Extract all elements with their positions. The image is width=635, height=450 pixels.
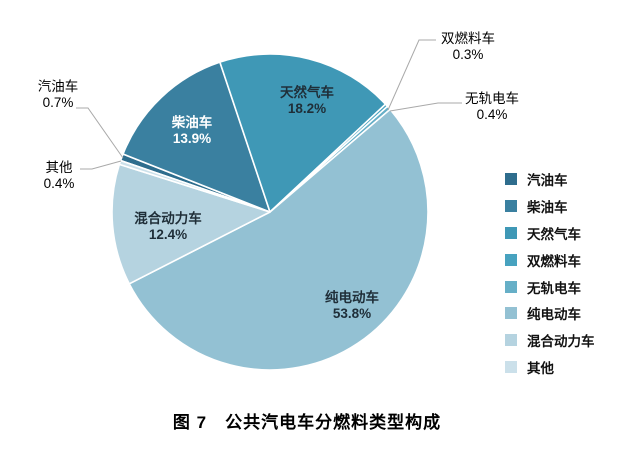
pie-slice-3 — [219, 53, 387, 213]
pie-slice-2 — [122, 61, 271, 213]
legend-swatch-icon — [505, 360, 517, 373]
legend-item-2: 柴油车 — [505, 193, 595, 220]
slice-label-3: 天然气车 18.2% — [280, 85, 334, 116]
legend-item-1: 汽油车 — [505, 166, 595, 193]
legend: 汽油车柴油车天然气车双燃料车无轨电车纯电动车混合动力车其他 — [505, 166, 595, 380]
legend-swatch-icon — [505, 334, 517, 347]
legend-item-3: 天然气车 — [505, 220, 595, 247]
slice-label-8: 其他 0.4% — [43, 160, 75, 191]
legend-label: 汽油车 — [527, 173, 568, 189]
slice-label-4: 双燃料车 0.3% — [441, 31, 495, 62]
legend-swatch-icon — [505, 307, 517, 320]
legend-swatch-icon — [505, 173, 517, 186]
pie-slice-6 — [128, 108, 429, 371]
legend-item-6: 纯电动车 — [505, 300, 595, 327]
legend-label: 天然气车 — [527, 226, 581, 242]
legend-item-4: 双燃料车 — [505, 246, 595, 273]
legend-label: 混合动力车 — [527, 334, 595, 350]
legend-label: 纯电动车 — [527, 307, 581, 323]
slice-label-5: 无轨电车 0.4% — [465, 91, 519, 122]
legend-label: 其他 — [527, 360, 554, 376]
legend-item-7: 混合动力车 — [505, 327, 595, 354]
figure-caption: 图 7 公共汽电车分燃料类型构成 — [172, 413, 442, 432]
leader-line-4 — [387, 39, 436, 111]
legend-label: 双燃料车 — [527, 253, 581, 269]
legend-swatch-icon — [505, 226, 517, 239]
slice-label-7: 混合动力车 12.4% — [134, 211, 202, 242]
pie-slice-7 — [111, 163, 271, 285]
legend-swatch-icon — [505, 253, 517, 266]
legend-item-5: 无轨电车 — [505, 273, 595, 300]
legend-item-8: 其他 — [505, 354, 595, 381]
slice-label-6: 纯电动车 53.8% — [325, 290, 379, 321]
slice-label-1: 汽油车 0.7% — [37, 79, 79, 110]
leader-line-5 — [389, 102, 462, 112]
pie-slice-8 — [118, 159, 271, 213]
leader-line-8 — [80, 160, 122, 170]
legend-label: 柴油车 — [527, 200, 568, 216]
leader-line-1 — [76, 107, 124, 159]
slice-label-2: 柴油车 13.9% — [171, 115, 213, 146]
legend-swatch-icon — [505, 200, 517, 213]
legend-label: 无轨电车 — [527, 280, 581, 296]
legend-swatch-icon — [505, 280, 517, 293]
